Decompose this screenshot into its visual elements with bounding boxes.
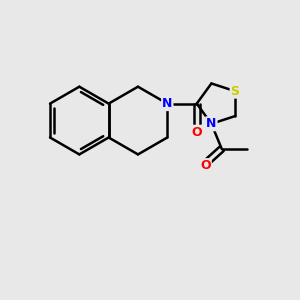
- Text: N: N: [162, 97, 172, 110]
- Text: S: S: [231, 85, 240, 98]
- Text: N: N: [206, 117, 217, 130]
- Text: O: O: [200, 159, 211, 172]
- Text: O: O: [191, 126, 202, 139]
